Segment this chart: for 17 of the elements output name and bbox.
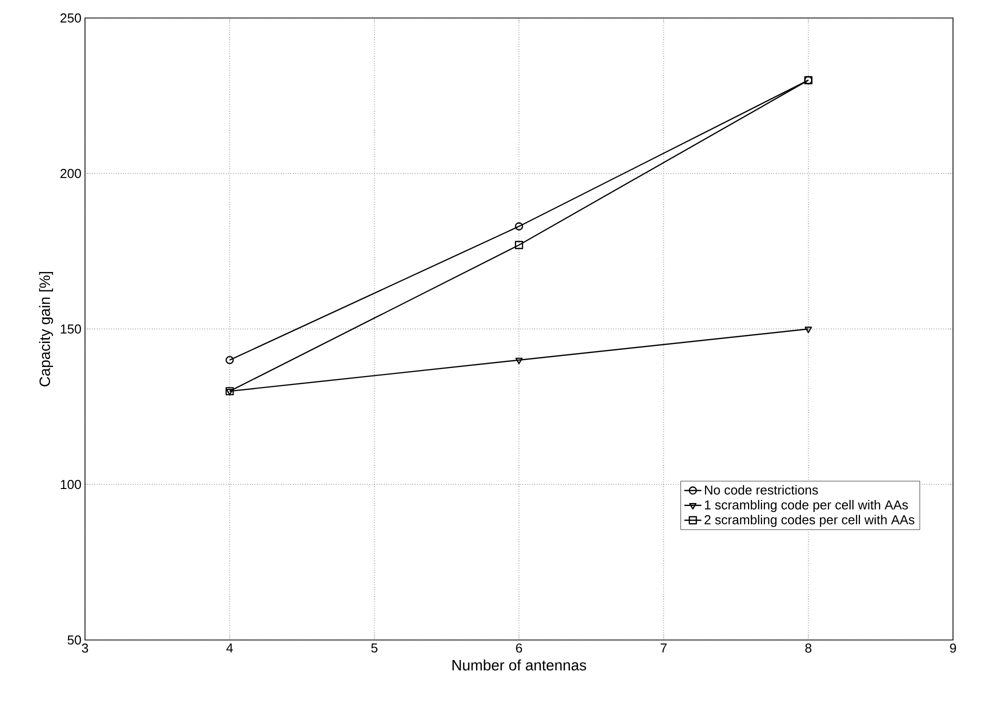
x-tick-label: 9 — [950, 644, 956, 653]
x-tick-label: 8 — [805, 644, 812, 653]
y-tick-label: 250 — [60, 13, 81, 23]
legend-label: 2 scrambling codes per cell with AAs — [704, 514, 914, 527]
x-tick-label: 4 — [226, 644, 233, 652]
y-tick-label: 100 — [60, 480, 81, 490]
y-tick-label: 150 — [60, 324, 81, 334]
y-axis-title: Capacity gain [%] — [39, 272, 54, 386]
x-tick-label: 6 — [516, 644, 522, 653]
x-axis-title: Number of antennas — [452, 660, 586, 670]
y-tick-label: 200 — [60, 168, 81, 178]
legend-label: No code restrictions — [705, 485, 818, 495]
legend-label: 1 scrambling code per cell with AAs — [704, 500, 908, 512]
x-tick-label: 5 — [371, 644, 378, 653]
y-tick-label: 50 — [68, 635, 81, 645]
x-tick-label: 7 — [660, 644, 667, 652]
x-tick-label: 3 — [82, 644, 88, 653]
